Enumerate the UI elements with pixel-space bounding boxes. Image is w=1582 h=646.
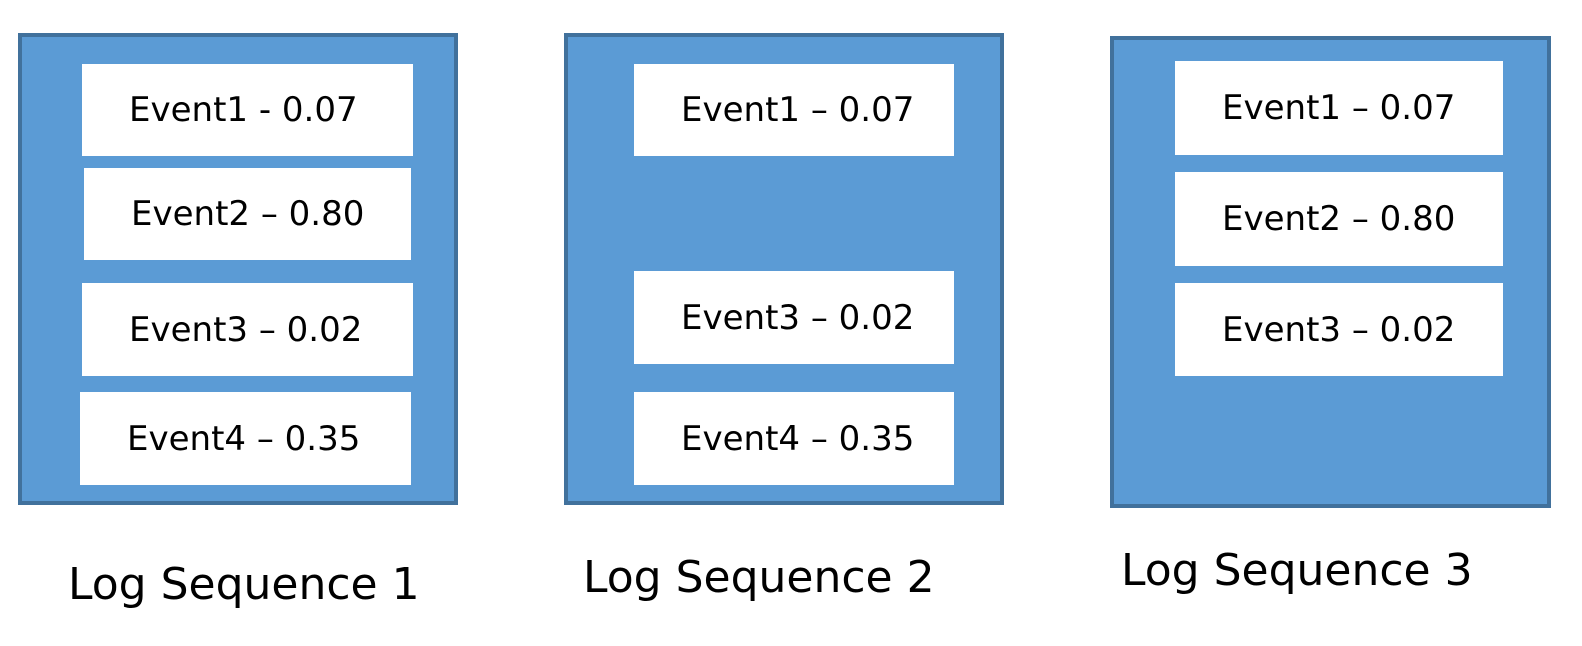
seq1-event4-box: Event4 – 0.35 — [80, 392, 411, 485]
seq3-event1-box: Event1 – 0.07 — [1175, 61, 1503, 155]
seq2-event4-box: Event4 – 0.35 — [634, 392, 954, 485]
seq2-event3-label: Event3 – 0.02 — [681, 297, 915, 338]
seq3-event3-box: Event3 – 0.02 — [1175, 283, 1503, 376]
seq1-event1-box: Event1 - 0.07 — [82, 64, 413, 156]
seq3-event2-box: Event2 – 0.80 — [1175, 172, 1503, 266]
seq3-event1-label: Event1 – 0.07 — [1222, 88, 1456, 128]
seq1-event2-label: Event2 – 0.80 — [131, 194, 365, 234]
seq2-event1-label: Event1 – 0.07 — [681, 90, 915, 130]
log-sequence-3-label: Log Sequence 3 — [1121, 545, 1473, 596]
seq2-event3-box: Event3 – 0.02 — [634, 271, 954, 364]
seq2-event1-box: Event1 – 0.07 — [634, 64, 954, 156]
log-sequence-2-label: Log Sequence 2 — [583, 552, 935, 603]
seq1-event4-label: Event4 – 0.35 — [127, 418, 361, 459]
seq1-event1-label: Event1 - 0.07 — [129, 90, 358, 130]
log-sequence-1-label: Log Sequence 1 — [68, 559, 420, 610]
seq3-event3-label: Event3 – 0.02 — [1222, 309, 1456, 350]
seq1-event3-box: Event3 – 0.02 — [82, 283, 413, 376]
seq3-event2-label: Event2 – 0.80 — [1222, 199, 1456, 239]
seq1-event2-box: Event2 – 0.80 — [84, 168, 411, 260]
seq2-event4-label: Event4 – 0.35 — [681, 418, 915, 459]
seq1-event3-label: Event3 – 0.02 — [129, 309, 363, 350]
